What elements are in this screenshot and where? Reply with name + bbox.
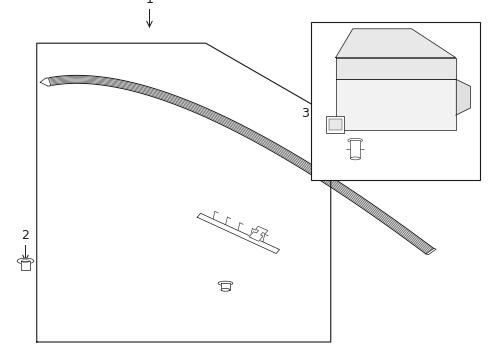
Bar: [329, 119, 342, 130]
Polygon shape: [456, 79, 470, 115]
Ellipse shape: [350, 157, 360, 160]
Ellipse shape: [221, 288, 230, 291]
Text: 3: 3: [301, 107, 309, 120]
Polygon shape: [350, 140, 360, 158]
Ellipse shape: [22, 260, 29, 262]
Polygon shape: [336, 79, 456, 130]
Ellipse shape: [348, 138, 363, 143]
Polygon shape: [249, 226, 268, 241]
Polygon shape: [221, 283, 230, 290]
Text: 1: 1: [146, 0, 153, 6]
Polygon shape: [336, 29, 456, 58]
Bar: [311, 22, 480, 180]
Polygon shape: [336, 58, 456, 79]
Ellipse shape: [218, 281, 233, 285]
Polygon shape: [21, 261, 30, 270]
Bar: [326, 116, 344, 133]
Text: 2: 2: [22, 229, 29, 242]
Ellipse shape: [17, 258, 34, 264]
Polygon shape: [40, 78, 51, 86]
